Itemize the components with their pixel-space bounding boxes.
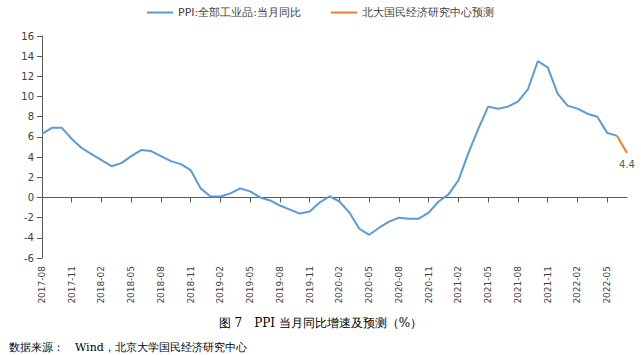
svg-text:-2: -2 [24,212,34,223]
svg-text:2018-11: 2018-11 [186,266,196,304]
svg-text:2022-02: 2022-02 [572,266,582,304]
svg-text:14: 14 [21,51,34,62]
svg-text:2020-02: 2020-02 [334,266,344,304]
svg-text:2021-08: 2021-08 [513,266,523,304]
svg-text:2018-02: 2018-02 [96,266,106,304]
svg-text:10: 10 [21,91,34,102]
svg-text:4: 4 [28,152,34,163]
svg-text:2020-08: 2020-08 [394,266,404,304]
svg-text:2019-11: 2019-11 [305,266,315,304]
svg-text:2019-08: 2019-08 [275,266,285,304]
svg-text:2018-05: 2018-05 [126,266,136,304]
svg-text:数据来源： Wind，北京大学国民经济研究中心: 数据来源： Wind，北京大学国民经济研究中心 [9,341,247,354]
svg-text:2022-05: 2022-05 [602,266,612,304]
svg-text:2019-02: 2019-02 [215,266,225,304]
svg-text:4.4: 4.4 [619,159,635,170]
svg-text:北大国民经济研究中心预测: 北大国民经济研究中心预测 [362,6,494,19]
svg-text:6: 6 [28,131,34,142]
svg-text:2017-08: 2017-08 [37,266,47,304]
svg-text:2021-02: 2021-02 [453,266,463,304]
svg-text:图 7 PPI 当月同比增速及预测（%）: 图 7 PPI 当月同比增速及预测（%） [219,316,423,330]
svg-text:2: 2 [28,172,34,183]
svg-text:16: 16 [21,31,34,42]
svg-text:2020-05: 2020-05 [364,266,374,304]
svg-text:-6: -6 [24,253,34,264]
svg-text:2021-05: 2021-05 [483,266,493,304]
svg-text:2020-11: 2020-11 [424,266,434,304]
svg-text:2017-11: 2017-11 [67,266,77,304]
svg-text:0: 0 [28,192,34,203]
svg-text:2018-08: 2018-08 [156,266,166,304]
svg-text:-4: -4 [24,232,34,243]
svg-text:2021-11: 2021-11 [543,266,553,304]
svg-text:12: 12 [21,71,34,82]
svg-text:2019-05: 2019-05 [245,266,255,304]
svg-text:PPI:全部工业品:当月同比: PPI:全部工业品:当月同比 [178,6,301,19]
svg-text:8: 8 [28,111,34,122]
